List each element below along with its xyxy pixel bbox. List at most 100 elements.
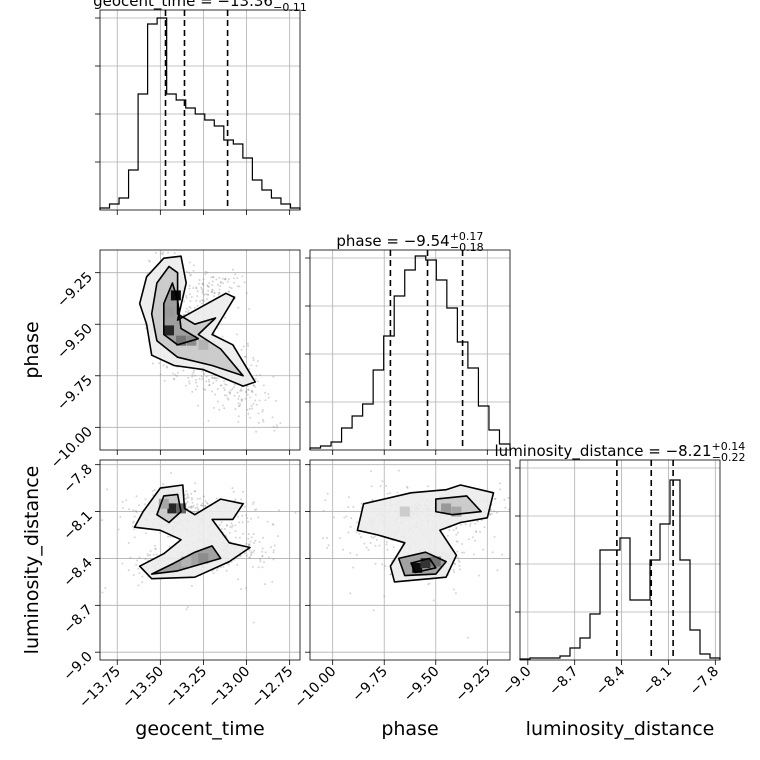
scatter-point bbox=[246, 517, 249, 519]
scatter-point bbox=[132, 520, 135, 523]
scatter-point bbox=[261, 566, 264, 569]
scatter-point bbox=[210, 291, 213, 293]
scatter-point bbox=[499, 488, 502, 491]
scatter-point bbox=[212, 406, 215, 409]
scatter-point bbox=[255, 430, 258, 433]
scatter-point bbox=[232, 386, 235, 389]
scatter-point bbox=[262, 536, 265, 539]
scatter-point bbox=[254, 508, 256, 511]
scatter-point bbox=[147, 554, 150, 557]
scatter-point bbox=[232, 277, 235, 280]
scatter-point bbox=[133, 515, 136, 518]
scatter-point bbox=[208, 384, 211, 387]
scatter-point bbox=[184, 497, 187, 500]
scatter-point bbox=[215, 569, 218, 572]
scatter-point bbox=[373, 535, 376, 538]
scatter-point bbox=[452, 529, 455, 532]
scatter-point bbox=[250, 517, 253, 520]
scatter-point bbox=[205, 293, 208, 296]
scatter-point bbox=[385, 484, 388, 487]
scatter-point bbox=[152, 553, 155, 556]
scatter-point bbox=[496, 511, 499, 514]
scatter-point bbox=[149, 550, 152, 552]
scatter-point bbox=[165, 366, 168, 369]
scatter-point bbox=[251, 390, 254, 393]
scatter-point bbox=[204, 505, 207, 508]
scatter-point bbox=[349, 592, 352, 595]
scatter-point bbox=[381, 480, 384, 483]
scatter-point bbox=[199, 300, 202, 303]
scatter-point bbox=[238, 395, 241, 398]
contour-line bbox=[150, 265, 244, 377]
scatter-point bbox=[252, 533, 255, 535]
scatter-point bbox=[203, 299, 205, 302]
scatter-point bbox=[220, 384, 223, 387]
scatter-point bbox=[146, 553, 149, 556]
scatter-point bbox=[101, 591, 104, 594]
scatter-point bbox=[211, 376, 213, 379]
scatter-point bbox=[237, 578, 240, 581]
scatter-point bbox=[385, 543, 388, 546]
scatter-point bbox=[144, 558, 147, 561]
scatter-point bbox=[119, 516, 122, 518]
contour-line bbox=[356, 484, 495, 583]
scatter-point bbox=[198, 282, 201, 285]
scatter-point bbox=[272, 551, 275, 554]
scatter-point bbox=[206, 271, 209, 274]
scatter-point bbox=[240, 400, 243, 403]
scatter-point bbox=[135, 495, 138, 498]
scatter-point bbox=[203, 373, 206, 375]
scatter-point bbox=[186, 496, 189, 499]
scatter-point bbox=[247, 537, 250, 540]
scatter-point bbox=[206, 284, 209, 287]
scatter-point bbox=[185, 608, 188, 611]
scatter-point bbox=[158, 362, 161, 365]
scatter-point bbox=[454, 592, 457, 595]
scatter-point bbox=[225, 524, 228, 527]
scatter-point bbox=[245, 390, 248, 393]
scatter-point bbox=[218, 292, 221, 295]
scatter-point bbox=[262, 384, 265, 387]
scatter-point bbox=[188, 284, 191, 287]
x-tick-label: −8.4 bbox=[593, 663, 628, 698]
scatter-point bbox=[182, 369, 185, 372]
title-median: = −13.36 bbox=[195, 0, 273, 10]
scatter-point bbox=[369, 470, 372, 473]
scatter-point bbox=[212, 275, 214, 278]
scatter-point bbox=[202, 504, 205, 507]
scatter-point bbox=[306, 493, 308, 495]
scatter-point bbox=[247, 520, 249, 523]
scatter-point bbox=[162, 364, 165, 367]
scatter-point bbox=[224, 278, 227, 281]
scatter-point bbox=[190, 296, 193, 299]
scatter-point bbox=[238, 521, 241, 524]
scatter-point bbox=[243, 355, 246, 358]
scatter-point bbox=[259, 560, 262, 563]
scatter-point bbox=[194, 378, 197, 381]
scatter-point bbox=[254, 377, 257, 380]
scatter-point bbox=[247, 344, 250, 347]
scatter-point bbox=[220, 281, 222, 284]
x-tick-label: −8.7 bbox=[546, 664, 581, 699]
scatter-point bbox=[135, 509, 137, 512]
scatter-point bbox=[247, 544, 250, 546]
scatter-point bbox=[459, 568, 462, 571]
scatter-point bbox=[154, 548, 157, 550]
scatter-point bbox=[257, 516, 260, 519]
scatter-point bbox=[208, 378, 211, 381]
scatter-point bbox=[128, 508, 130, 511]
x-tick-label: −9.75 bbox=[349, 664, 391, 706]
scatter-point bbox=[62, 495, 64, 497]
scatter-point bbox=[350, 517, 353, 520]
scatter-point bbox=[507, 497, 510, 499]
scatter-point bbox=[237, 398, 240, 400]
scatter-point bbox=[183, 300, 186, 303]
scatter-point bbox=[206, 501, 208, 504]
scatter-point bbox=[254, 399, 257, 402]
scatter-point bbox=[259, 558, 262, 561]
scatter-point bbox=[190, 584, 193, 587]
scatter-point bbox=[211, 291, 214, 293]
scatter-point bbox=[79, 453, 81, 455]
scatter-point bbox=[261, 410, 264, 413]
scatter-point bbox=[212, 276, 215, 279]
